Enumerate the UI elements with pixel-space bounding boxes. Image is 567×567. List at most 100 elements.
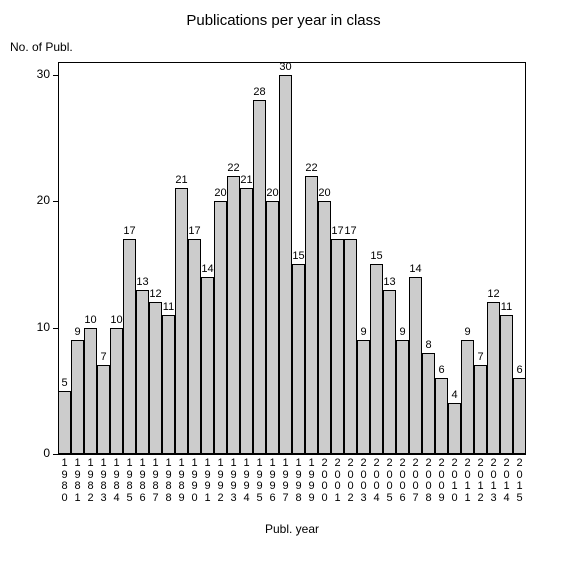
bar-value-label: 6 [516, 364, 522, 376]
bar-value-label: 11 [163, 301, 174, 313]
x-tick-label: 2 0 0 9 [435, 458, 448, 504]
x-tick-label: 1 9 9 5 [253, 458, 266, 504]
bar [149, 302, 162, 454]
bar [240, 188, 253, 454]
bar [422, 353, 435, 454]
bar-value-label: 8 [425, 339, 431, 351]
bar [84, 328, 97, 454]
x-tick-label: 1 9 9 7 [279, 458, 292, 504]
bar-value-label: 9 [464, 326, 470, 338]
bar-value-label: 15 [292, 250, 304, 262]
y-tick-label: 30 [28, 67, 50, 81]
x-tick-label: 1 9 8 6 [136, 458, 149, 504]
bar-value-label: 4 [451, 389, 457, 401]
x-tick-label: 1 9 9 3 [227, 458, 240, 504]
x-tick-label: 2 0 0 2 [344, 458, 357, 504]
bar [357, 340, 370, 454]
bar-value-label: 9 [74, 326, 80, 338]
bar [227, 176, 240, 454]
x-tick-label: 1 9 9 1 [201, 458, 214, 504]
bar-value-label: 17 [188, 225, 200, 237]
bar [396, 340, 409, 454]
bar-value-label: 5 [61, 377, 67, 389]
bar [266, 201, 279, 454]
bar [136, 290, 149, 454]
bar [500, 315, 513, 454]
bar [344, 239, 357, 454]
bar-value-label: 7 [100, 351, 106, 363]
y-tick-mark [53, 454, 58, 455]
bar [435, 378, 448, 454]
bar-value-label: 17 [123, 225, 135, 237]
x-tick-label: 1 9 9 4 [240, 458, 253, 504]
bar-value-label: 14 [201, 263, 213, 275]
bar-value-label: 15 [370, 250, 382, 262]
x-tick-label: 1 9 8 1 [71, 458, 84, 504]
x-tick-label: 2 0 0 5 [383, 458, 396, 504]
bar-value-label: 12 [149, 288, 161, 300]
x-tick-label: 1 9 8 8 [162, 458, 175, 504]
x-tick-label: 1 9 8 5 [123, 458, 136, 504]
x-tick-label: 1 9 9 9 [305, 458, 318, 504]
x-tick-label: 2 0 1 4 [500, 458, 513, 504]
x-tick-label: 2 0 1 2 [474, 458, 487, 504]
bar-value-label: 9 [399, 326, 405, 338]
x-tick-label: 2 0 0 3 [357, 458, 370, 504]
bar [331, 239, 344, 454]
bar [461, 340, 474, 454]
bars-group: 5910710171312112117142022212820301522201… [58, 62, 526, 454]
x-tick-label: 1 9 8 7 [149, 458, 162, 504]
bar-value-label: 9 [360, 326, 366, 338]
y-tick-label: 20 [28, 193, 50, 207]
bar-value-label: 7 [477, 351, 483, 363]
x-tick-label: 2 0 0 8 [422, 458, 435, 504]
x-tick-label: 1 9 9 0 [188, 458, 201, 504]
bar [58, 391, 71, 454]
bar [370, 264, 383, 454]
y-axis-title: No. of Publ. [10, 40, 73, 54]
bar-value-label: 21 [175, 174, 187, 186]
x-tick-label: 2 0 0 0 [318, 458, 331, 504]
bar [448, 403, 461, 454]
bar-value-label: 10 [110, 314, 122, 326]
bar [487, 302, 500, 454]
bar [513, 378, 526, 454]
bar [162, 315, 175, 454]
bar-value-label: 17 [344, 225, 356, 237]
bar [175, 188, 188, 454]
bar [123, 239, 136, 454]
chart-title: Publications per year in class [0, 12, 567, 29]
y-tick-label: 10 [28, 320, 50, 334]
bar [305, 176, 318, 454]
bar-value-label: 13 [136, 276, 148, 288]
bar-value-label: 20 [266, 187, 278, 199]
x-tick-label: 1 9 8 2 [84, 458, 97, 504]
bar [201, 277, 214, 454]
x-tick-label: 2 0 1 3 [487, 458, 500, 504]
bar-value-label: 14 [409, 263, 421, 275]
bar-value-label: 17 [331, 225, 343, 237]
x-tick-label: 2 0 1 1 [461, 458, 474, 504]
bar [97, 365, 110, 454]
x-tick-label: 1 9 9 2 [214, 458, 227, 504]
x-tick-label: 1 9 9 8 [292, 458, 305, 504]
x-tick-label: 1 9 8 4 [110, 458, 123, 504]
x-tick-label: 1 9 8 3 [97, 458, 110, 504]
bar-value-label: 20 [214, 187, 226, 199]
bar [318, 201, 331, 454]
bar [214, 201, 227, 454]
bar [110, 328, 123, 454]
bar [409, 277, 422, 454]
bar-value-label: 10 [84, 314, 96, 326]
bar-value-label: 30 [279, 61, 291, 73]
x-tick-label: 1 9 9 6 [266, 458, 279, 504]
bar-value-label: 13 [383, 276, 395, 288]
bar-value-label: 28 [253, 86, 265, 98]
bar-value-label: 12 [487, 288, 499, 300]
bar-value-label: 22 [305, 162, 317, 174]
x-axis-baseline [58, 454, 526, 455]
bar [383, 290, 396, 454]
x-tick-label: 2 0 0 4 [370, 458, 383, 504]
bar [71, 340, 84, 454]
x-axis-title: Publ. year [58, 522, 526, 536]
